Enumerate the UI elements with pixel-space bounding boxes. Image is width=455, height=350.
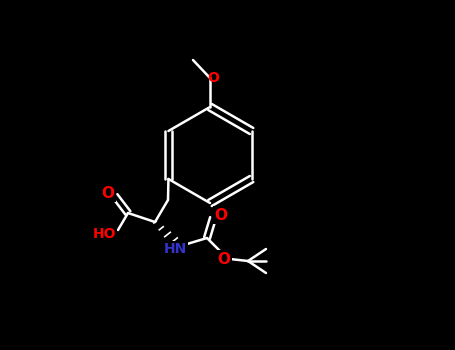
Text: O: O xyxy=(101,186,115,201)
Text: O: O xyxy=(214,208,228,223)
Text: O: O xyxy=(217,252,231,266)
Text: HN: HN xyxy=(163,242,187,256)
Text: O: O xyxy=(207,71,219,85)
Text: HO: HO xyxy=(92,227,116,241)
